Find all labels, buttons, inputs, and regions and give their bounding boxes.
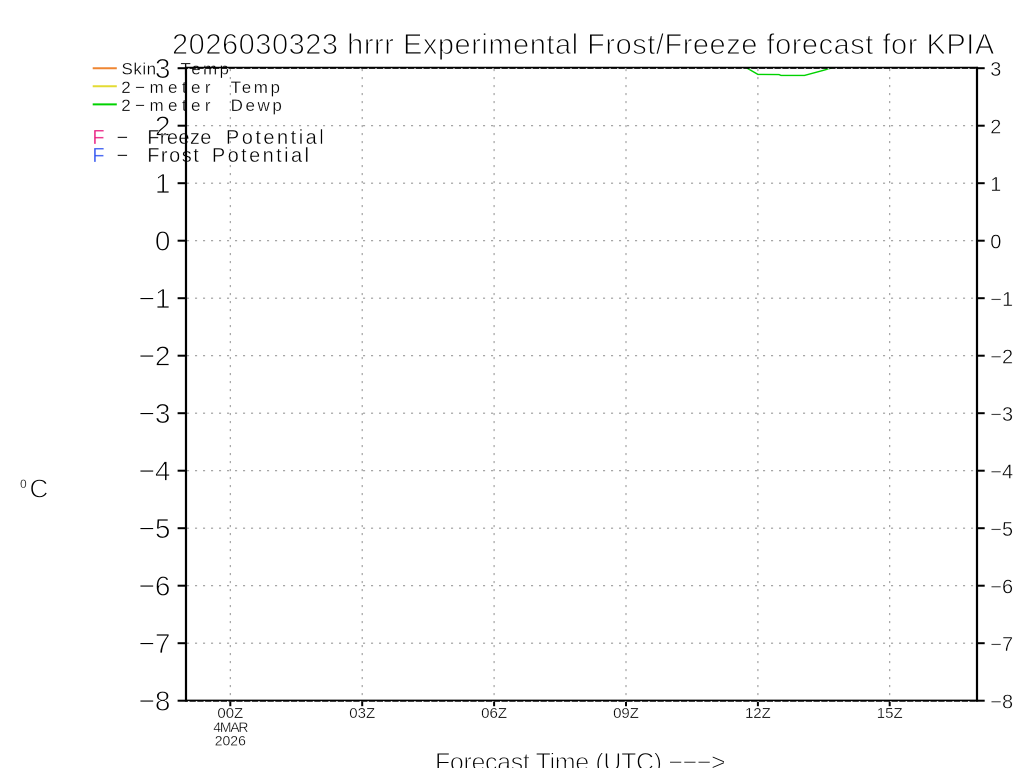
svg-text:2−meter: 2−meter bbox=[121, 78, 215, 97]
svg-text:−3: −3 bbox=[139, 398, 171, 429]
svg-text:1: 1 bbox=[155, 168, 171, 199]
svg-text:−7: −7 bbox=[990, 634, 1013, 656]
svg-text:F: F bbox=[92, 127, 104, 149]
svg-text:2: 2 bbox=[155, 110, 171, 141]
svg-text:−4: −4 bbox=[139, 455, 171, 486]
svg-text:Forecast Time (UTC) −−−>: Forecast Time (UTC) −−−> bbox=[435, 749, 725, 768]
svg-text:Temp: Temp bbox=[231, 78, 283, 97]
svg-text:0: 0 bbox=[155, 225, 171, 256]
svg-text:−5: −5 bbox=[139, 513, 171, 544]
svg-text:−2: −2 bbox=[139, 340, 171, 371]
svg-text:−5: −5 bbox=[990, 519, 1013, 541]
svg-text:2: 2 bbox=[990, 116, 1001, 138]
svg-text:−4: −4 bbox=[990, 461, 1013, 483]
svg-text:03Z: 03Z bbox=[349, 705, 375, 722]
svg-text:Freeze: Freeze bbox=[147, 127, 212, 149]
svg-text:2026: 2026 bbox=[215, 733, 246, 749]
svg-text:−2: −2 bbox=[990, 346, 1013, 368]
svg-text:C: C bbox=[30, 474, 49, 504]
svg-text:−3: −3 bbox=[990, 404, 1013, 426]
svg-text:−1: −1 bbox=[139, 283, 171, 314]
svg-text:00Z: 00Z bbox=[217, 705, 243, 722]
svg-text:0: 0 bbox=[20, 477, 27, 491]
svg-text:−8: −8 bbox=[139, 685, 171, 716]
svg-text:15Z: 15Z bbox=[877, 705, 903, 722]
svg-text:3: 3 bbox=[990, 59, 1001, 81]
svg-text:−6: −6 bbox=[990, 576, 1013, 598]
svg-text:09Z: 09Z bbox=[613, 705, 639, 722]
svg-text:Skin: Skin bbox=[122, 60, 157, 79]
svg-text:Potential: Potential bbox=[212, 145, 311, 167]
svg-text:0: 0 bbox=[990, 231, 1001, 253]
svg-text:−: − bbox=[117, 145, 129, 167]
svg-text:3: 3 bbox=[155, 53, 171, 84]
svg-text:2−meter: 2−meter bbox=[121, 96, 215, 115]
svg-text:1: 1 bbox=[990, 174, 1001, 196]
svg-text:Potential: Potential bbox=[226, 127, 326, 149]
svg-text:Dewp: Dewp bbox=[231, 96, 285, 115]
svg-text:4MAR: 4MAR bbox=[213, 719, 248, 735]
svg-text:F: F bbox=[92, 145, 104, 167]
svg-text:12Z: 12Z bbox=[745, 705, 771, 722]
svg-text:Frost: Frost bbox=[147, 145, 200, 167]
svg-text:06Z: 06Z bbox=[481, 705, 507, 722]
svg-text:−7: −7 bbox=[139, 628, 171, 659]
svg-text:−6: −6 bbox=[139, 570, 171, 601]
svg-text:−1: −1 bbox=[990, 289, 1013, 311]
svg-text:2026030323 hrrr Experimental F: 2026030323 hrrr Experimental Frost/Freez… bbox=[172, 29, 995, 61]
svg-text:−: − bbox=[117, 127, 129, 149]
svg-text:−8: −8 bbox=[990, 691, 1013, 713]
